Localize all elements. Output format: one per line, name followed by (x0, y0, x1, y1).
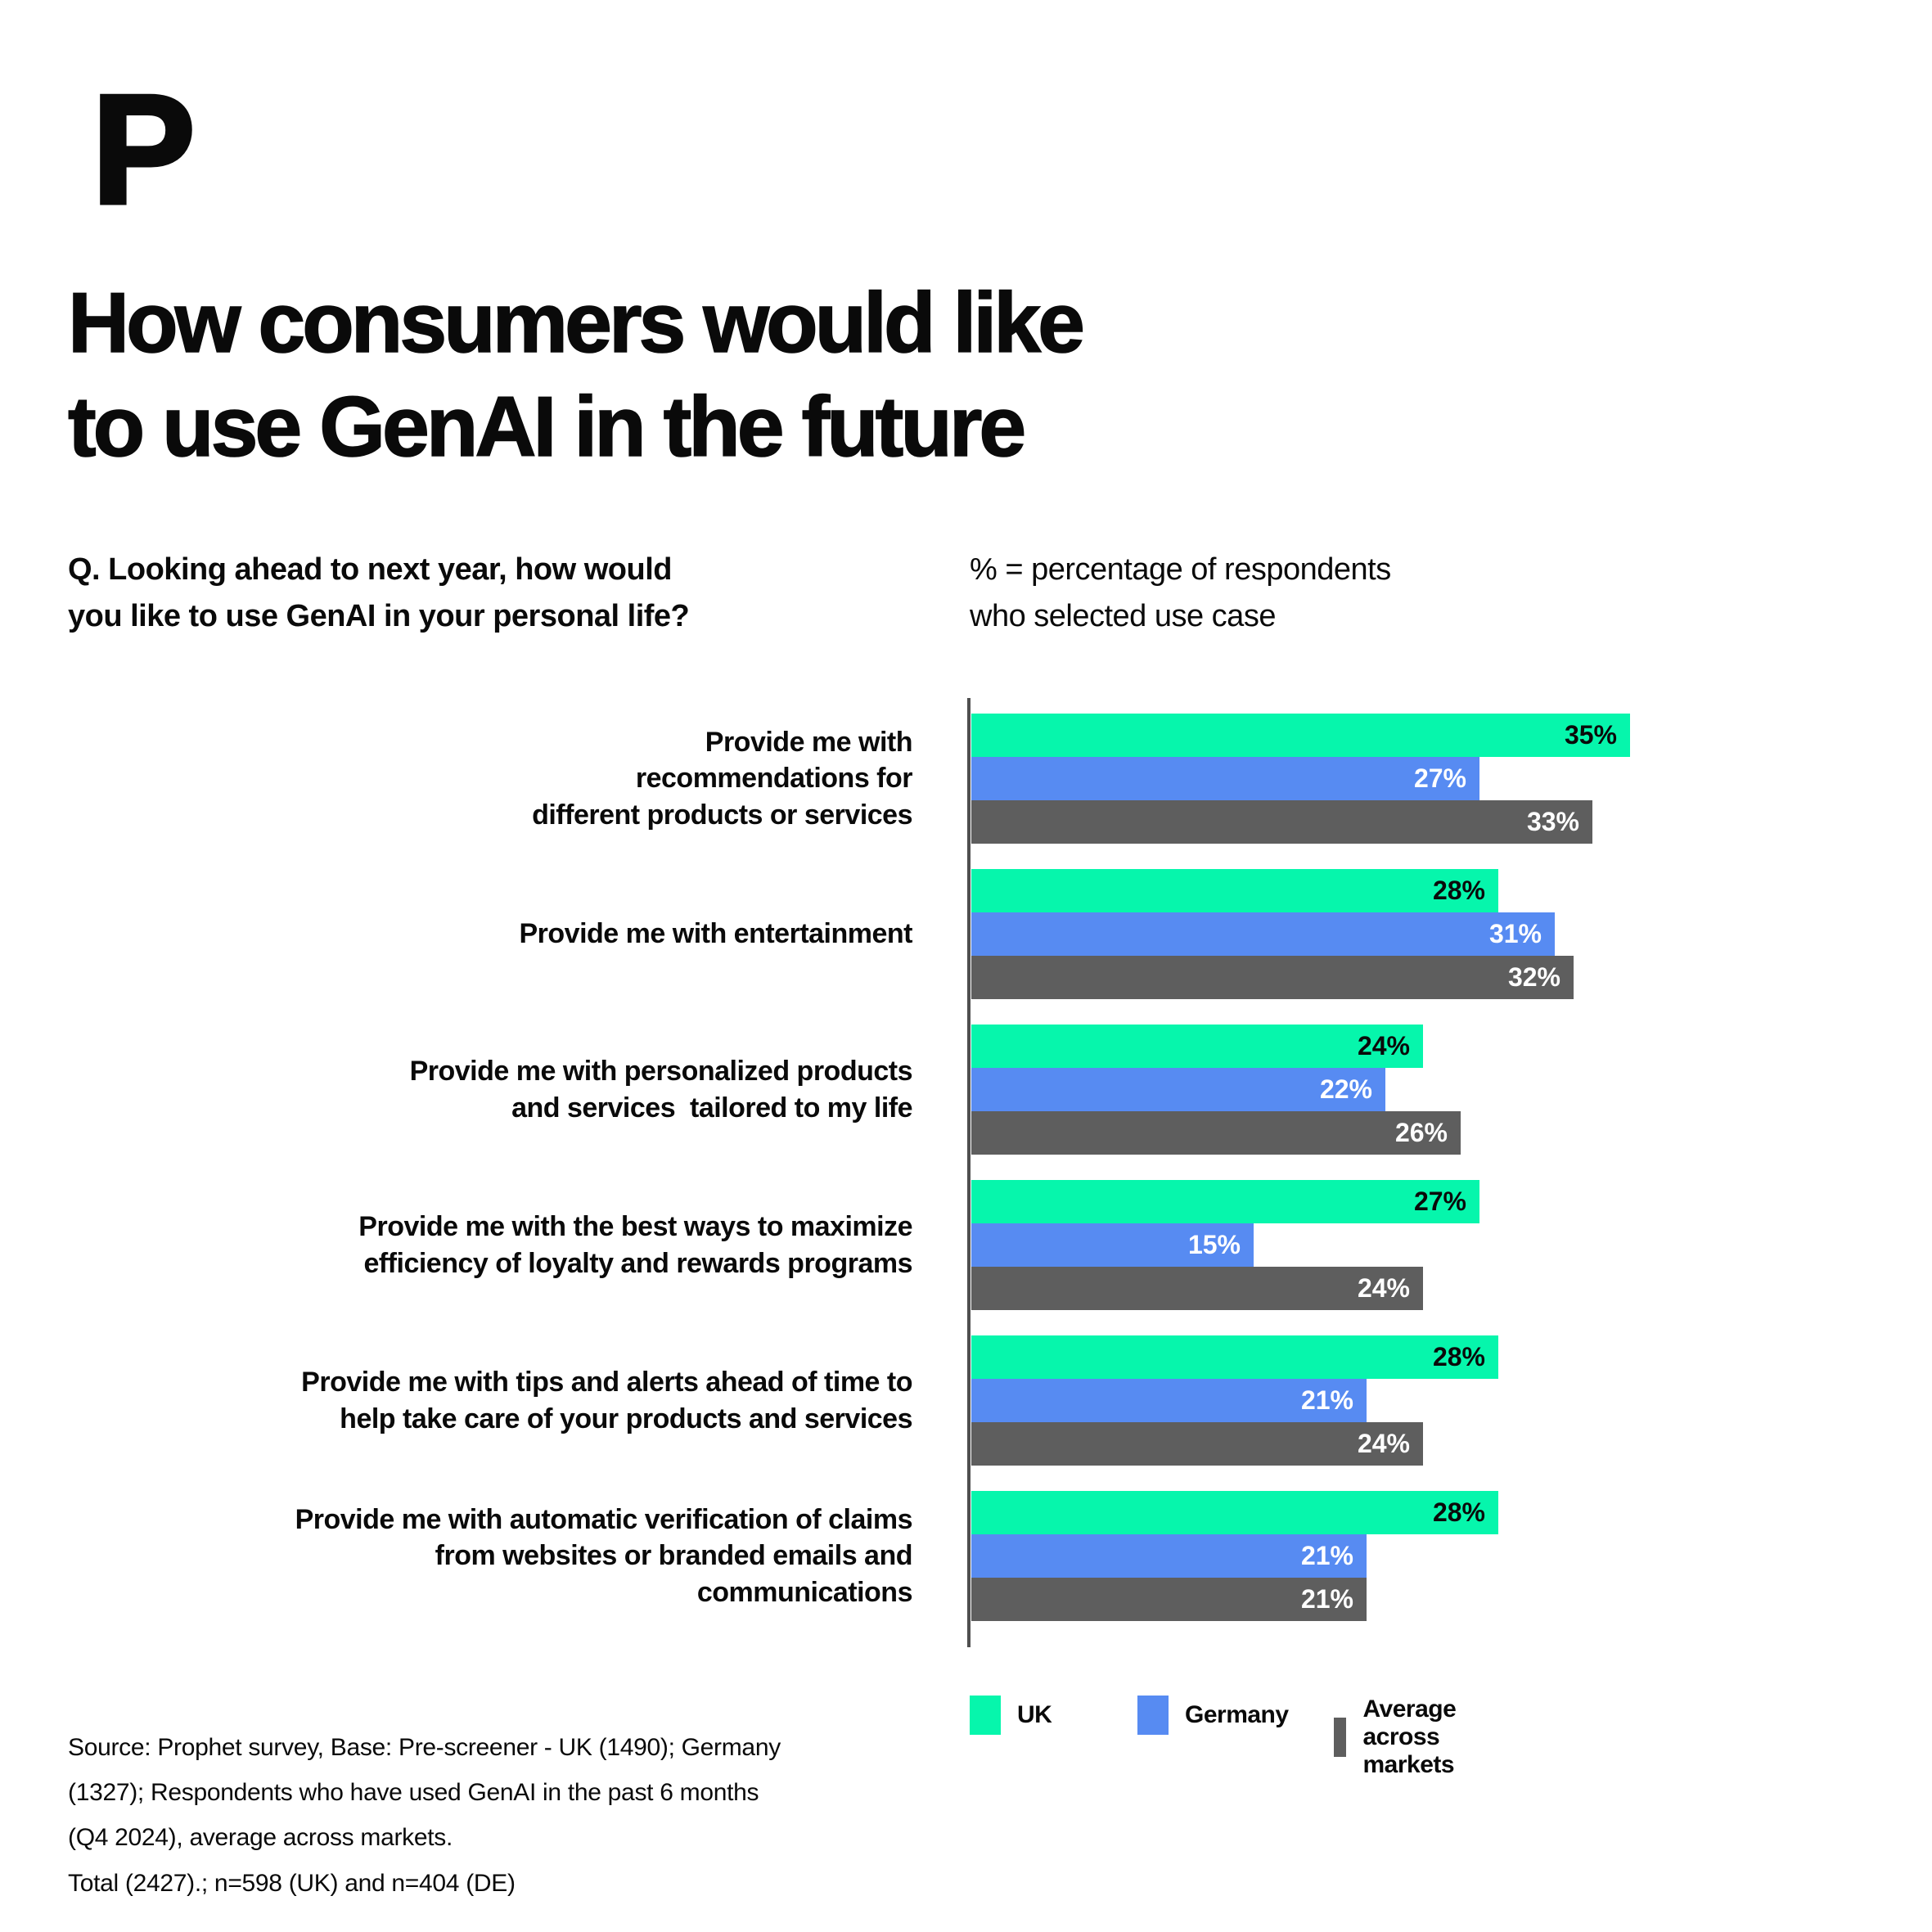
bar-germany: 15% (971, 1223, 1254, 1267)
bar-value-label: 27% (1413, 763, 1466, 793)
bar-uk: 28% (971, 1491, 1498, 1534)
bar-value-label: 31% (1488, 919, 1542, 948)
category-label: Provide me with the best ways to maximiz… (358, 1211, 912, 1279)
category-label: Provide me with tips and alerts ahead of… (301, 1367, 912, 1434)
bar-chart-rows: Provide me with recommendations for diff… (70, 714, 1630, 1646)
bar-average-across-markets: 24% (971, 1422, 1423, 1466)
bar-average-across-markets: 24% (971, 1267, 1423, 1310)
bar-value-label: 21% (1300, 1385, 1353, 1415)
bar-value-label: 33% (1526, 807, 1579, 836)
chart-row: Provide me with tips and alerts ahead of… (70, 1335, 1630, 1466)
bar-average-across-markets: 21% (971, 1578, 1367, 1621)
chart-row: Provide me with entertainment 28% 31% 32% (70, 869, 1630, 999)
bar-group: 27% 15% 24% (971, 1180, 1479, 1310)
legend-swatch (1137, 1696, 1169, 1735)
bar-value-label: 28% (1432, 1497, 1485, 1527)
bar-uk: 27% (971, 1180, 1479, 1223)
chart-row: Provide me with automatic verification o… (70, 1491, 1630, 1621)
bar-average-across-markets: 26% (971, 1111, 1461, 1155)
source-note: Source: Prophet survey, Base: Pre-screen… (68, 1734, 781, 1897)
legend-item: UK (970, 1696, 1052, 1735)
bar-value-label: 28% (1432, 1342, 1485, 1371)
bar-average-across-markets: 33% (971, 800, 1592, 844)
bar-group: 28% 31% 32% (971, 869, 1574, 999)
bar-value-label: 35% (1564, 720, 1617, 750)
bar-germany: 21% (971, 1379, 1367, 1422)
bar-average-across-markets: 32% (971, 956, 1574, 999)
page-title: How consumers would like to use GenAI in… (67, 275, 1085, 475)
chart-row: Provide me with the best ways to maximiz… (70, 1180, 1630, 1310)
bar-value-label: 26% (1394, 1118, 1448, 1147)
chart-row: Provide me with personalized products an… (70, 1025, 1630, 1155)
bar-uk: 28% (971, 869, 1498, 912)
survey-question: Q. Looking ahead to next year, how would… (68, 552, 690, 633)
bar-value-label: 28% (1432, 876, 1485, 905)
y-axis-line (967, 698, 971, 1647)
bar-value-label: 22% (1319, 1074, 1372, 1104)
prophet-logo: P (90, 63, 198, 236)
bar-value-label: 15% (1187, 1230, 1241, 1259)
bar-value-label: 24% (1357, 1273, 1410, 1303)
category-label: Provide me with recommendations for diff… (532, 727, 912, 831)
percentage-definition-note: % = percentage of respondents who select… (970, 552, 1391, 633)
legend-item: Germany (1137, 1696, 1289, 1735)
bar-value-label: 21% (1300, 1584, 1353, 1614)
bar-germany: 27% (971, 757, 1479, 800)
bar-value-label: 21% (1300, 1541, 1353, 1570)
bar-group: 28% 21% 24% (971, 1335, 1498, 1466)
bar-value-label: 32% (1507, 962, 1560, 992)
bar-group: 24% 22% 26% (971, 1025, 1461, 1155)
category-label: Provide me with entertainment (519, 918, 913, 950)
legend-label: UK (1017, 1701, 1052, 1728)
bar-value-label: 24% (1357, 1031, 1410, 1061)
bar-germany: 31% (971, 912, 1555, 956)
legend-item: Average across markets (1334, 1696, 1475, 1779)
legend-swatch (1334, 1718, 1347, 1757)
bar-group: 28% 21% 21% (971, 1491, 1498, 1621)
bar-group: 35% 27% 33% (971, 714, 1630, 844)
legend-label: Germany (1185, 1701, 1289, 1728)
chart-row: Provide me with recommendations for diff… (70, 714, 1630, 844)
bar-uk: 24% (971, 1025, 1423, 1068)
bar-germany: 22% (971, 1068, 1385, 1111)
bar-value-label: 27% (1413, 1187, 1466, 1216)
bar-uk: 35% (971, 714, 1630, 757)
legend-swatch (970, 1696, 1001, 1735)
bar-uk: 28% (971, 1335, 1498, 1379)
bar-germany: 21% (971, 1534, 1367, 1578)
category-label: Provide me with automatic verification o… (295, 1504, 913, 1608)
legend-label: Average across markets (1362, 1696, 1457, 1778)
bar-value-label: 24% (1357, 1429, 1410, 1458)
category-label: Provide me with personalized products an… (409, 1056, 913, 1124)
